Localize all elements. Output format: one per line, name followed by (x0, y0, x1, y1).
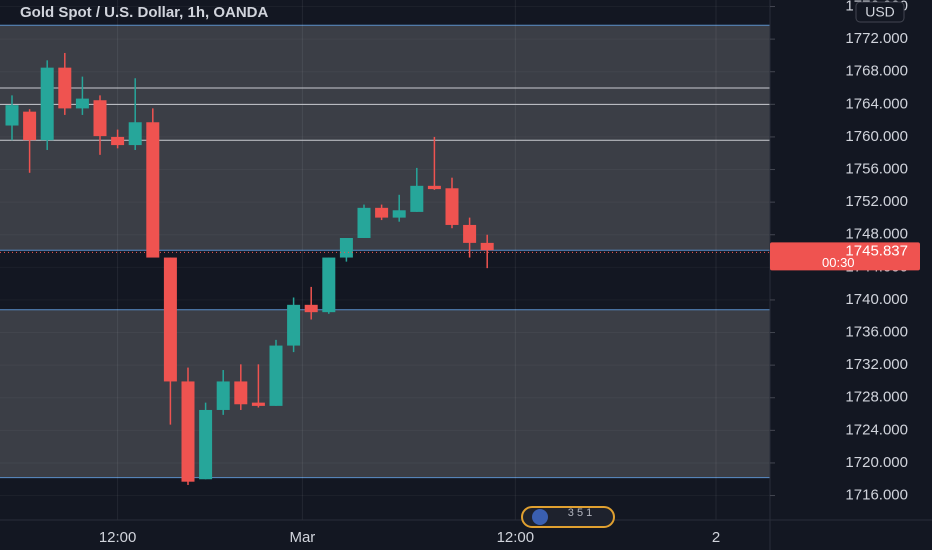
candle-body (375, 207, 389, 218)
candle-body (322, 257, 336, 313)
y-tick-label: 1736.000 (845, 324, 908, 341)
x-tick-label: 12:00 (99, 529, 137, 546)
candle-body (181, 381, 195, 482)
candle-body (304, 304, 318, 313)
candle-body (40, 67, 54, 141)
badge[interactable]: 3 5 1 (521, 506, 615, 528)
x-tick-label: 12:00 (497, 529, 535, 546)
candle-body (339, 237, 353, 258)
candle-body (392, 210, 406, 218)
x-tick-label: Mar (289, 529, 315, 546)
y-tick-label: 1720.000 (845, 454, 908, 471)
y-tick-label: 1764.000 (845, 95, 908, 112)
candle-body (216, 381, 230, 410)
y-tick-label: 1724.000 (845, 421, 908, 438)
candle-body (251, 402, 265, 406)
chart-title: Gold Spot / U.S. Dollar, 1h, OANDA (20, 4, 269, 21)
y-tick-label: 1756.000 (845, 160, 908, 177)
y-tick-label: 1748.000 (845, 226, 908, 243)
y-tick-label: 1752.000 (845, 193, 908, 210)
y-tick-label: 1760.000 (845, 128, 908, 145)
candle-body (427, 185, 441, 190)
badge-text[interactable]: 3 5 1 (568, 507, 592, 519)
y-tick-label: 1732.000 (845, 356, 908, 373)
candle-body (445, 188, 459, 225)
badge-icon (532, 509, 548, 525)
candle-body (146, 122, 160, 258)
candle-body (58, 67, 72, 109)
zone (0, 309, 770, 478)
candle-body (75, 98, 89, 109)
candle-body (111, 136, 125, 146)
y-tick-label: 1772.000 (845, 30, 908, 47)
candle-body (463, 224, 477, 243)
y-tick-label: 1740.000 (845, 291, 908, 308)
candle-body (128, 122, 142, 146)
candle-body (163, 257, 177, 382)
candle-body (5, 105, 19, 126)
countdown: 00:30 (822, 255, 855, 270)
candle-body (357, 207, 371, 238)
last-price-box (770, 242, 920, 271)
candle-body (234, 381, 248, 405)
candle-body (287, 304, 301, 346)
last-price-label: 1745.837 (845, 242, 908, 259)
candle-body (269, 345, 283, 406)
y-tick-label: 1768.000 (845, 63, 908, 80)
plot-area (0, 0, 770, 520)
candle-body (410, 185, 424, 212)
currency[interactable]: USD (865, 4, 895, 20)
candle-body (23, 111, 37, 141)
currency-box[interactable] (855, 1, 905, 23)
y-tick-label: 1716.000 (845, 487, 908, 504)
y-tick-label: 1728.000 (845, 389, 908, 406)
price-axis: 1716.000 1720.000 1724.000 1728.000 1732.000… (770, 0, 920, 504)
candle-body (480, 242, 494, 251)
candle-body (199, 409, 213, 480)
x-tick-label: 2 (712, 529, 720, 546)
candle-body (93, 100, 107, 137)
